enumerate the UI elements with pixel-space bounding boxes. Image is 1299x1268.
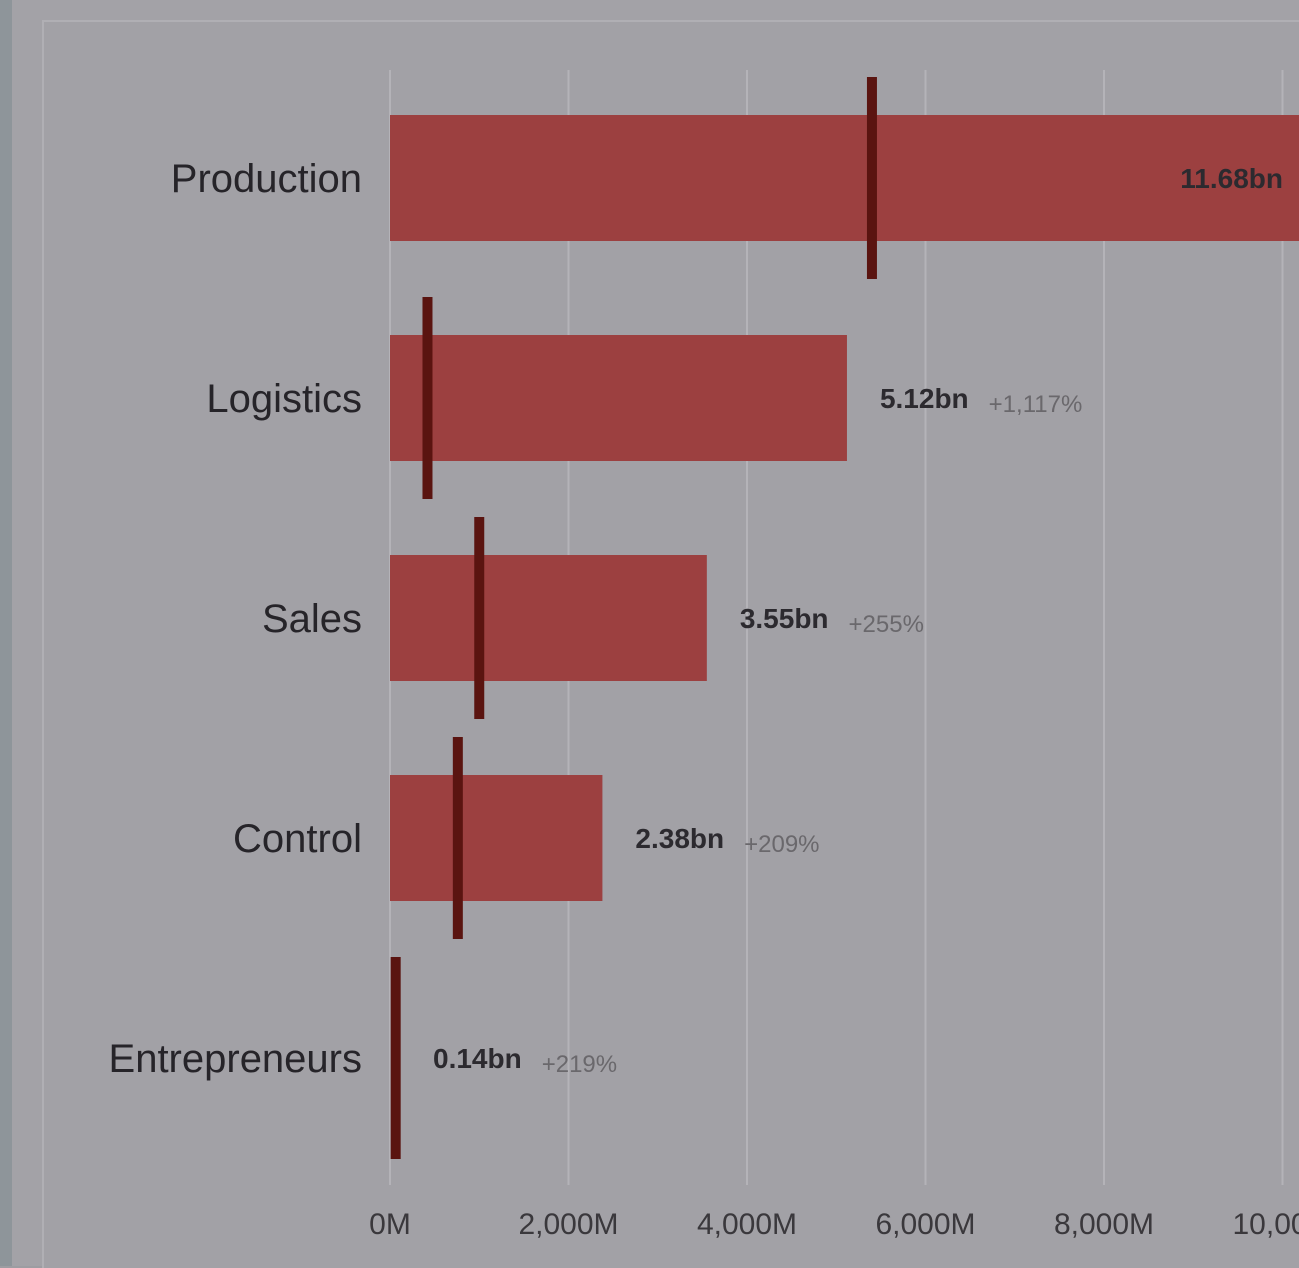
x-tick-label: 6,000M (875, 1208, 975, 1241)
x-tick-label: 4,000M (697, 1208, 797, 1241)
x-tick-label: 0M (369, 1208, 411, 1241)
bar-layer (390, 115, 1299, 901)
bar (390, 775, 602, 901)
reference-marker (453, 737, 463, 939)
reference-marker (422, 297, 432, 499)
x-axis: 0M 2,000M 4,000M 6,000M 8,000M 10,00 (369, 1208, 1299, 1241)
x-tick-label: 2,000M (518, 1208, 618, 1241)
bar (390, 335, 847, 461)
value-label: 5.12bn (880, 383, 969, 414)
value-label: 11.68bn (1180, 163, 1283, 194)
reference-marker (391, 957, 401, 1159)
category-label: Entrepreneurs (109, 1037, 362, 1081)
bar (390, 115, 1299, 241)
category-label: Sales (262, 597, 362, 641)
change-label: +255% (849, 611, 924, 638)
x-tick-label: 10,00 (1233, 1208, 1299, 1241)
reference-marker (867, 77, 877, 279)
category-label: Production (171, 157, 362, 201)
change-label: +219% (542, 1051, 617, 1078)
reference-marker (474, 517, 484, 719)
x-tick-label: 8,000M (1054, 1208, 1154, 1241)
bar (390, 555, 707, 681)
change-label: +1,117% (989, 391, 1083, 418)
change-label: +209% (744, 831, 819, 858)
category-label: Control (233, 817, 362, 861)
value-label: 0.14bn (433, 1043, 522, 1074)
value-label: 3.55bn (740, 603, 829, 634)
value-label: 2.38bn (635, 823, 724, 854)
category-label: Logistics (206, 377, 362, 421)
